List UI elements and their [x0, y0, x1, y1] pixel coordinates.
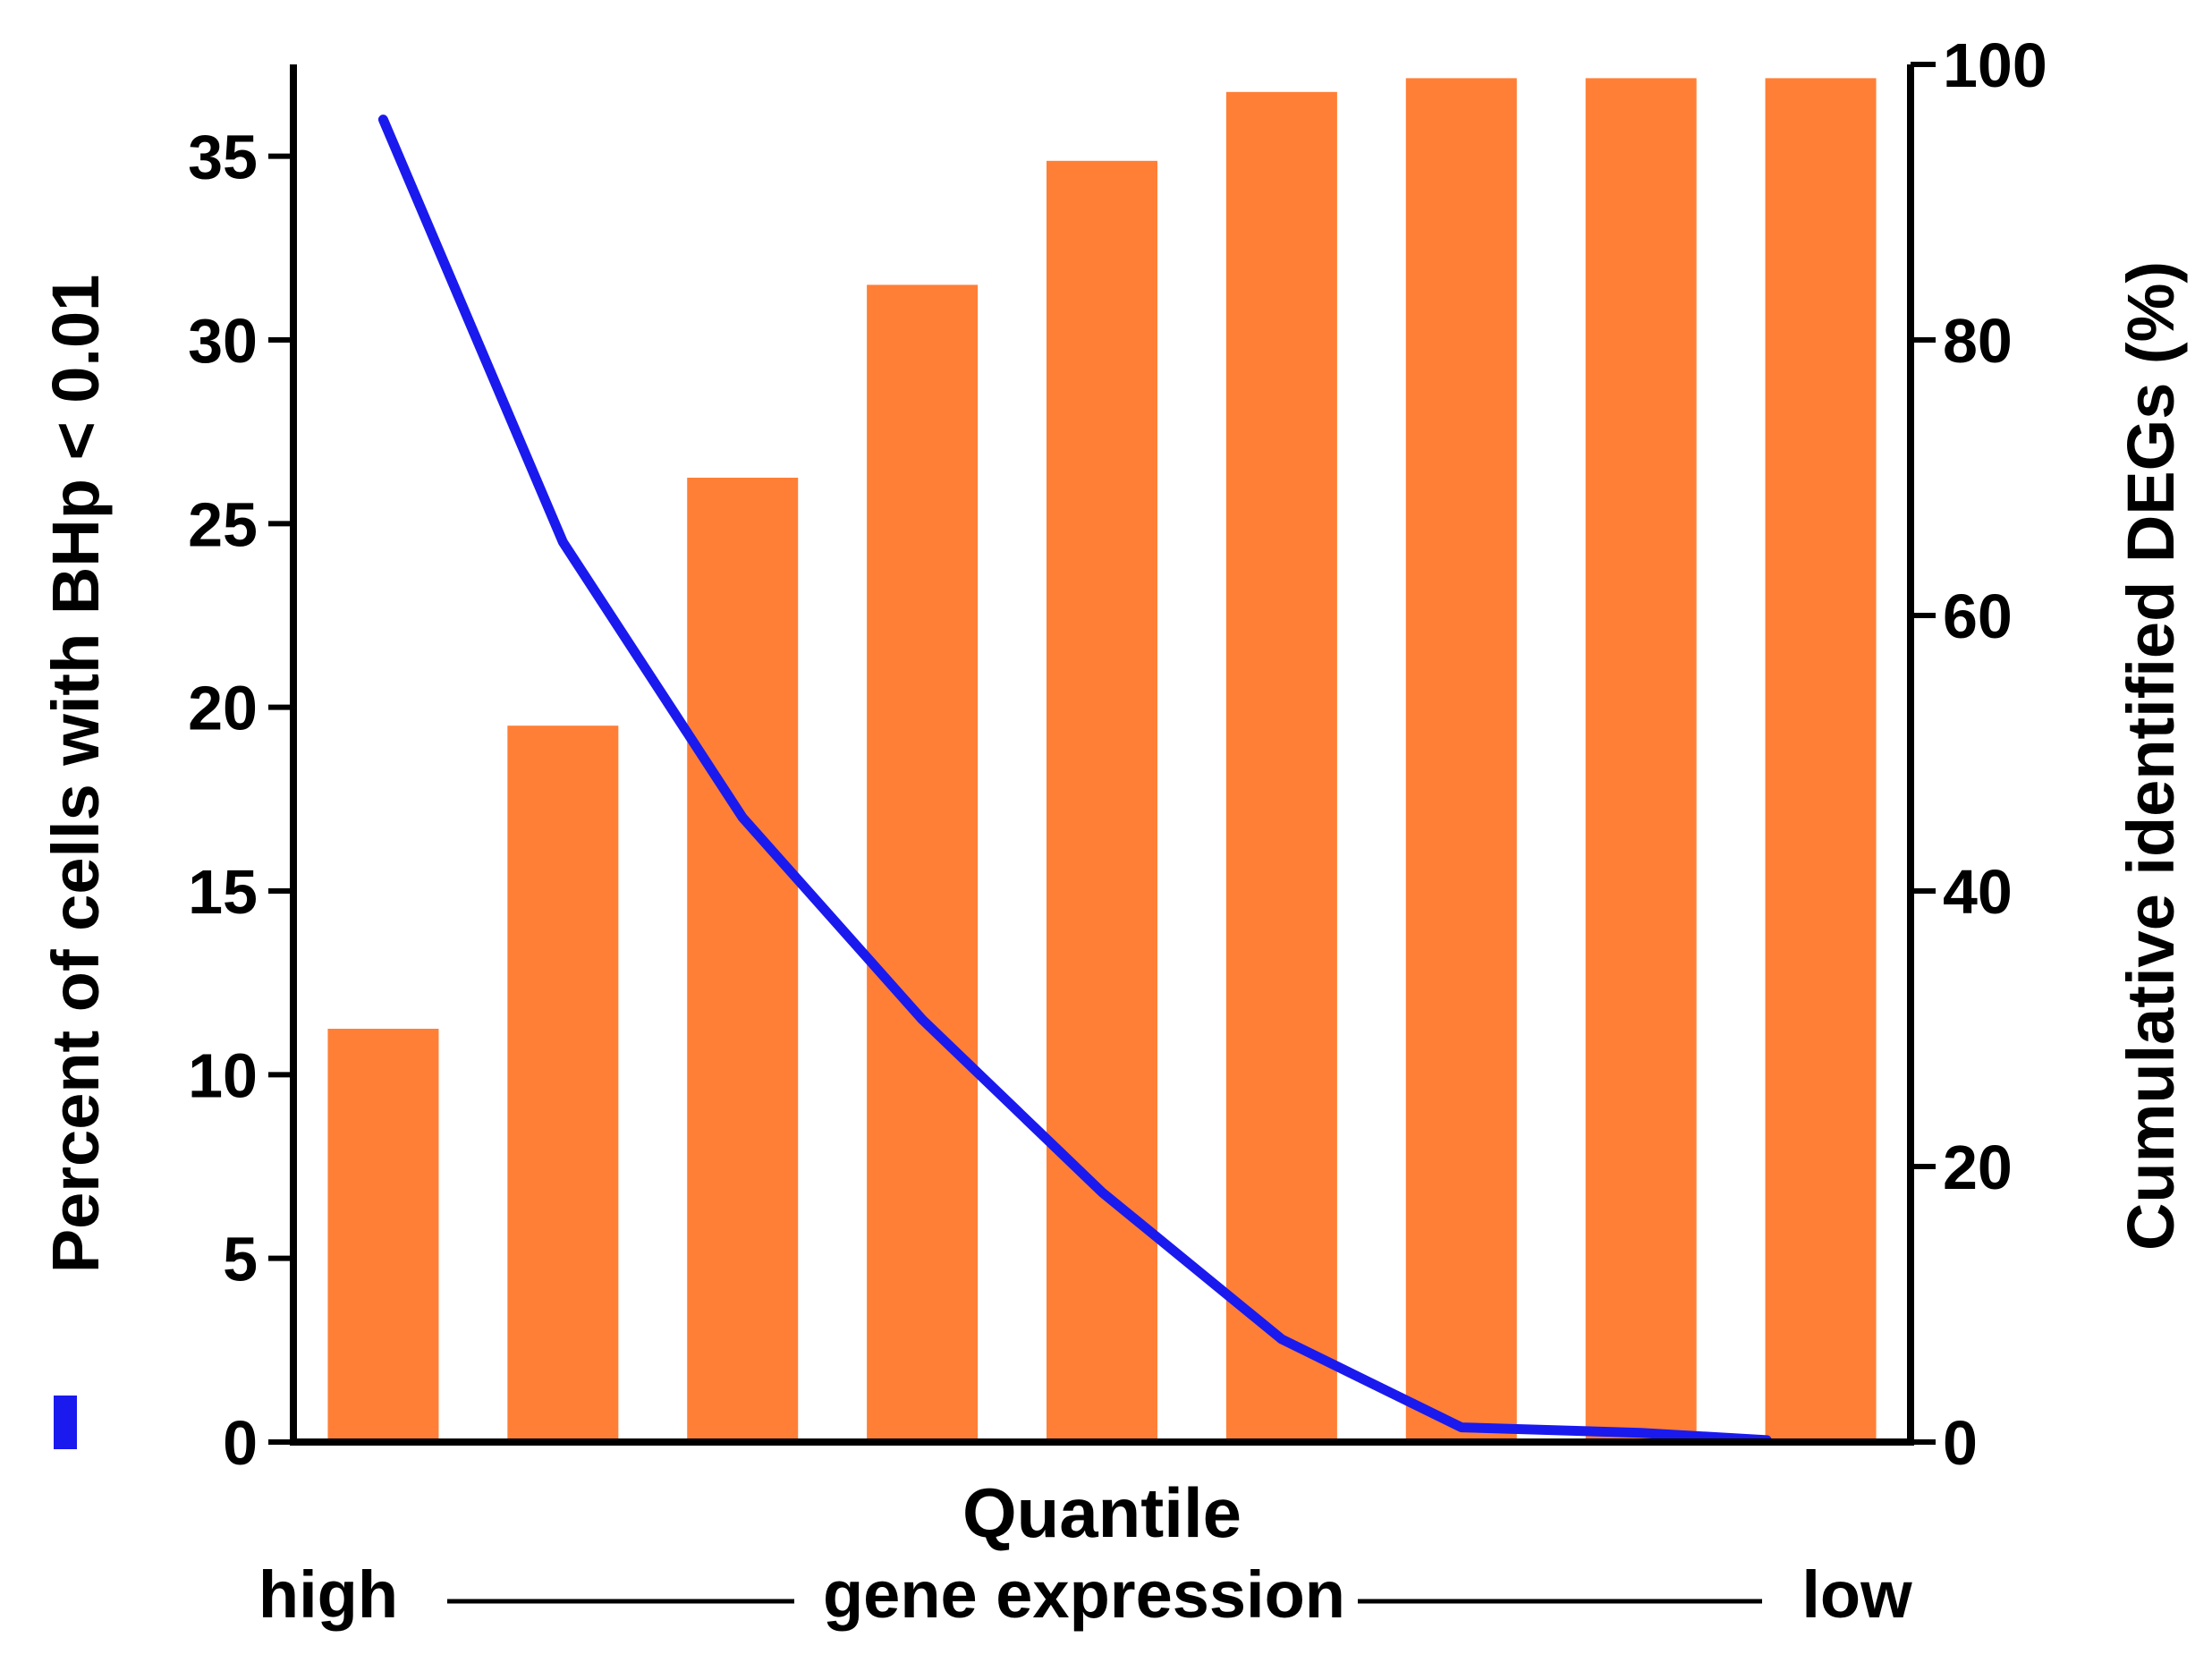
bar-5: [1047, 160, 1157, 1442]
left-tick-label: 20: [188, 674, 258, 743]
bar-6: [1225, 91, 1337, 1442]
right-tick-label: 80: [1943, 306, 2013, 376]
right-tick-label: 100: [1943, 30, 2047, 100]
left-tick-label: 15: [188, 857, 258, 927]
axes: [290, 64, 1914, 1446]
right-tick-label: 20: [1943, 1133, 2013, 1202]
right-tick-label: 60: [1943, 581, 2013, 651]
bar-1: [327, 1029, 439, 1442]
right-tick-label: 0: [1943, 1408, 1978, 1478]
bar-8: [1585, 78, 1697, 1442]
bar-3: [687, 478, 799, 1442]
right-tick-label: 40: [1943, 857, 2013, 927]
left-tick-label: 35: [188, 123, 258, 192]
x-caption-high: high: [258, 1557, 398, 1632]
bar-4: [867, 284, 979, 1442]
bar-2: [507, 725, 619, 1442]
right-axis-ticks: 0 20 40 60 80 100: [1911, 30, 2047, 1478]
line-series: [377, 115, 1772, 1446]
line-legend-marker: [54, 1396, 77, 1449]
right-axis-title: Cumulative identified DEGs (%): [2114, 261, 2188, 1251]
left-tick-label: 0: [223, 1408, 258, 1478]
left-tick-label: 10: [188, 1040, 258, 1110]
left-tick-label: 5: [223, 1225, 258, 1294]
left-tick-label: 25: [188, 489, 258, 559]
bar-7: [1405, 78, 1517, 1442]
bar-series: [327, 78, 1877, 1442]
x-caption-low: low: [1801, 1557, 1912, 1632]
x-axis-title: Quantile: [962, 1473, 1242, 1552]
left-axis-ticks: 0 5 10 15 20 25 30 35: [188, 123, 293, 1478]
x-caption-center: gene expression: [823, 1557, 1345, 1632]
left-tick-label: 30: [188, 306, 258, 376]
bar-9: [1765, 78, 1877, 1442]
left-axis-title: Percent of cells with BHp < 0.01: [38, 275, 113, 1274]
